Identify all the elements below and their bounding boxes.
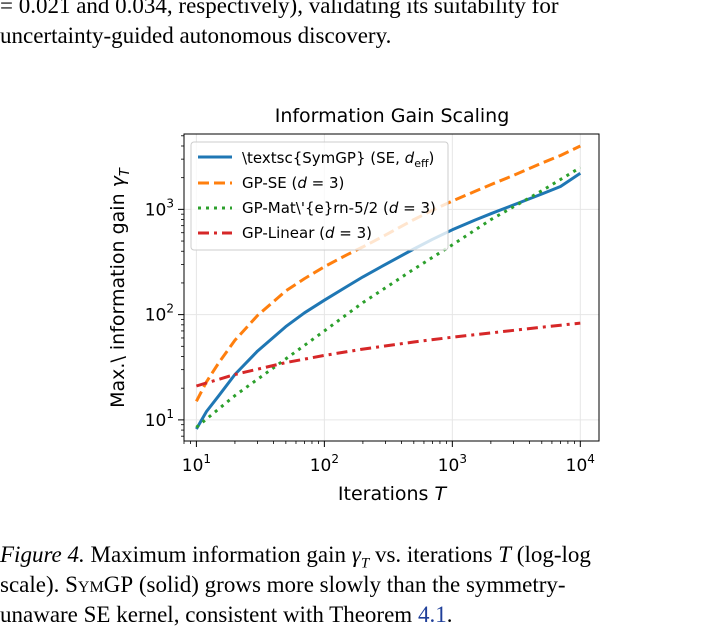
legend-label-gp-se: GP-SE (d = 3) bbox=[242, 174, 344, 192]
x-tick-label-1: 102 bbox=[310, 452, 339, 476]
legend-label-gp-matern: GP-Mat\'{e}rn-5/2 (d = 3) bbox=[242, 199, 436, 217]
series-line-0 bbox=[195, 172, 582, 430]
legend: \textsc{SymGP} (SE, deff) GP-SE (d = 3) … bbox=[190, 141, 449, 251]
y-tick-label-0: 101 bbox=[145, 407, 174, 431]
caption-line-3: unaware SE kernel, consistent with Theor… bbox=[0, 602, 453, 627]
caption-line-1: Figure 4. Maximum information gain γT vs… bbox=[0, 542, 591, 572]
legend-label-symgp: \textsc{SymGP} (SE, deff) bbox=[242, 149, 434, 170]
x-tick-label-2: 103 bbox=[438, 452, 467, 476]
y-tick-label-2: 103 bbox=[145, 196, 174, 220]
y-axis-label: Max.\ information gain γT bbox=[107, 167, 133, 408]
series-line-2 bbox=[195, 166, 582, 429]
body-text-line-1: = 0.021 and 0.034, respectively), valida… bbox=[0, 0, 559, 18]
x-axis-label: Iterations T bbox=[338, 483, 448, 505]
axes-frame bbox=[183, 133, 600, 442]
ticks: 101 102 103 104 101 102 103 bbox=[145, 135, 595, 476]
caption-line-2: scale). SymGP (solid) grows more slowly … bbox=[0, 572, 566, 597]
series-line-3 bbox=[195, 321, 581, 388]
y-tick-label-1: 102 bbox=[145, 302, 174, 326]
body-text-line-2: uncertainty-guided autonomous discovery. bbox=[0, 23, 392, 48]
theorem-link[interactable]: 4.1 bbox=[417, 602, 447, 627]
x-tick-label-3: 104 bbox=[566, 452, 595, 476]
legend-label-gp-linear: GP-Linear (d = 3) bbox=[242, 224, 372, 242]
figure-chart: Information Gain Scaling 101 102 103 104101… bbox=[107, 105, 600, 505]
chart-title: Information Gain Scaling bbox=[275, 105, 510, 127]
legend-box bbox=[190, 141, 449, 251]
x-tick-label-0: 101 bbox=[182, 452, 211, 476]
